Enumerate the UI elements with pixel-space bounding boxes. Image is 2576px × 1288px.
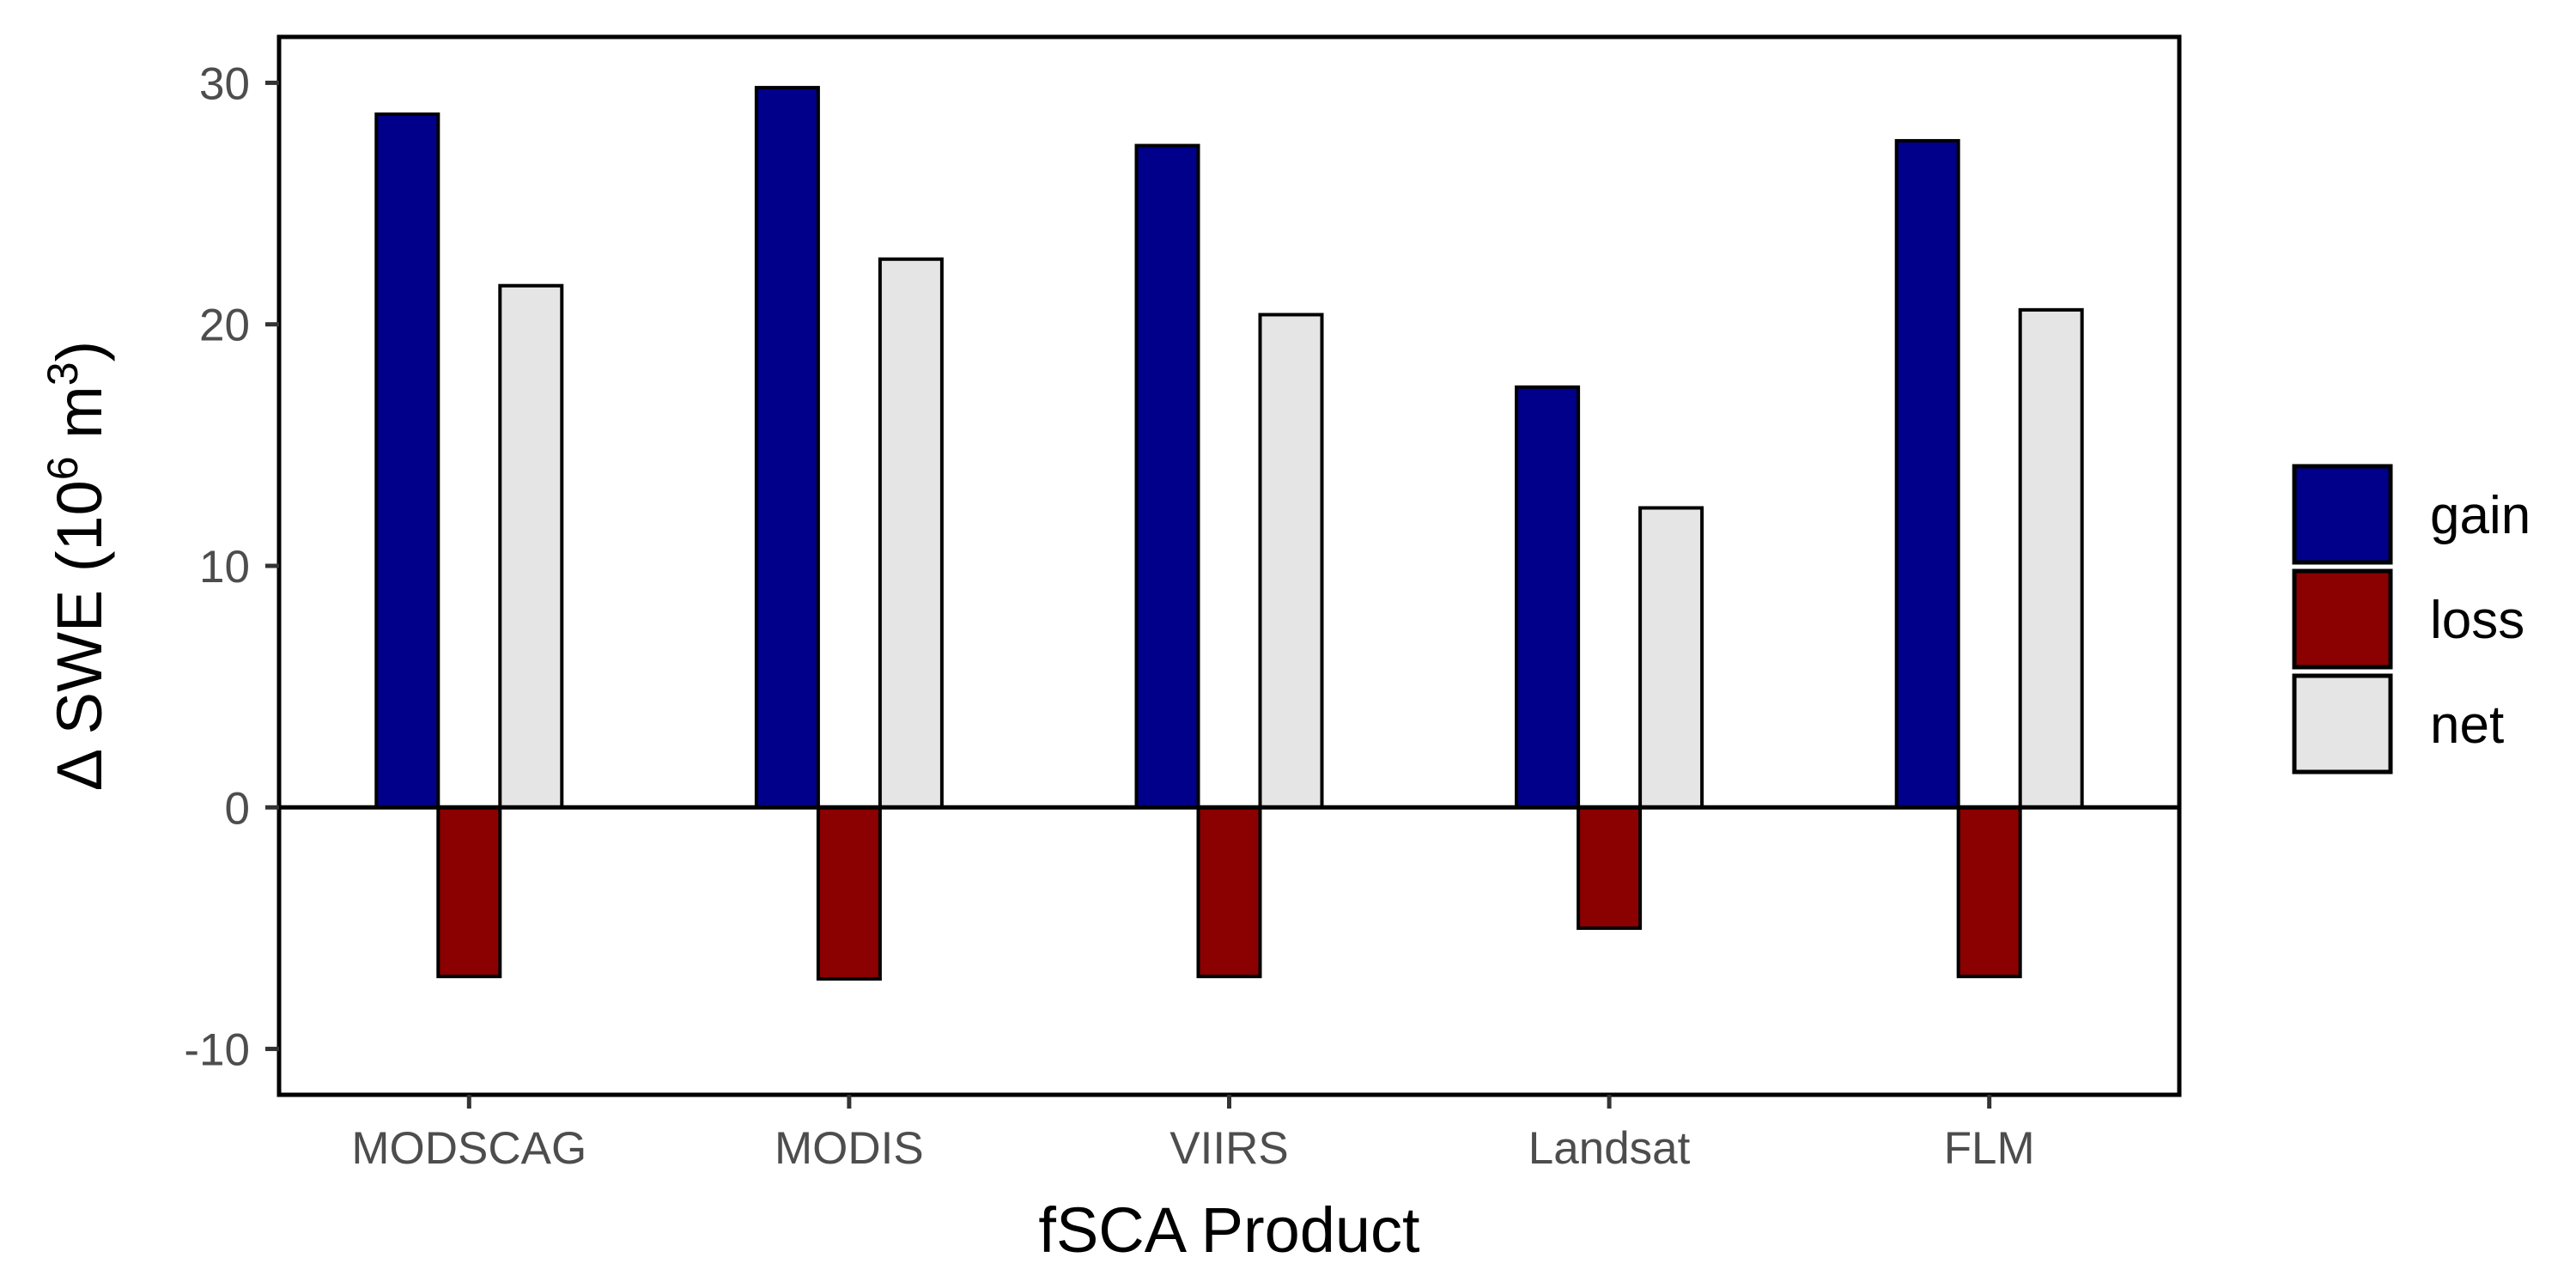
x-tick-label-modis: MODIS: [775, 1123, 924, 1174]
bar-viirs-net: [1258, 313, 1324, 810]
legend-label-gain: gain: [2430, 486, 2530, 545]
legend: gain loss net: [2292, 464, 2530, 775]
y-axis-title-prefix: Δ SWE (10: [44, 480, 115, 791]
y-axis-title-exponent-1: 6: [39, 456, 87, 480]
y-tick-label: -10: [184, 1025, 250, 1076]
bar-modis-net: [878, 257, 944, 810]
bar-landsat-net: [1638, 506, 1704, 810]
y-axis-title-exponent-2: 3: [39, 361, 87, 386]
y-axis-ticks: -10 0 10 20 30: [184, 58, 279, 1076]
bar-modscag-loss: [436, 805, 502, 979]
y-tick-label: 0: [225, 783, 250, 834]
bars-layer: [374, 86, 2084, 981]
bar-flm-gain: [1894, 138, 1960, 810]
y-axis-title-suffix: ): [44, 341, 115, 362]
bar-modscag-net: [498, 283, 564, 810]
y-axis-title: Δ SWE (106 m3): [39, 341, 115, 791]
bar-flm-loss: [1956, 805, 2022, 979]
y-axis-title-middle: m: [44, 386, 115, 456]
bar-modis-loss: [816, 805, 882, 981]
legend-key-net: [2292, 673, 2393, 775]
x-tick-label-modscag: MODSCAG: [351, 1123, 586, 1174]
bar-modscag-gain: [374, 112, 440, 810]
y-tick-label: 10: [199, 542, 250, 592]
bar-landsat-gain: [1515, 385, 1581, 810]
bar-modis-gain: [754, 86, 820, 810]
x-axis-title: fSCA Product: [1038, 1194, 1420, 1266]
x-tick-label-landsat: Landsat: [1528, 1123, 1691, 1174]
bar-viirs-loss: [1196, 805, 1262, 979]
bar-flm-net: [2018, 307, 2084, 810]
legend-key-gain: [2292, 464, 2393, 565]
legend-label-net: net: [2430, 696, 2504, 755]
legend-label-loss: loss: [2430, 591, 2524, 650]
legend-key-loss: [2292, 568, 2393, 670]
bar-viirs-gain: [1134, 143, 1200, 810]
x-axis-ticks: MODSCAG MODIS VIIRS Landsat FLM: [351, 1095, 2035, 1174]
x-tick-label-flm: FLM: [1944, 1123, 2035, 1174]
x-tick-label-viirs: VIIRS: [1170, 1123, 1288, 1174]
bar-landsat-loss: [1577, 805, 1643, 930]
y-tick-label: 30: [199, 58, 250, 109]
y-tick-label: 20: [199, 301, 250, 351]
